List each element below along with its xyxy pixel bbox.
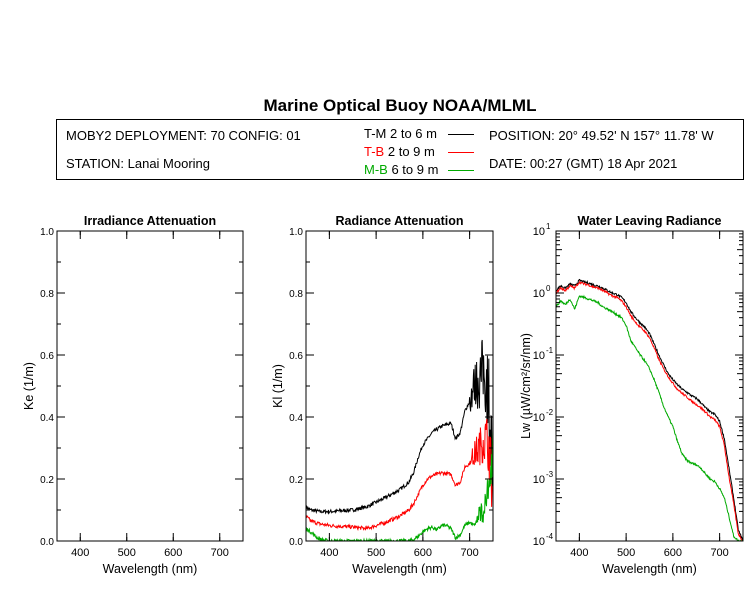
deployment-label: MOBY2 DEPLOYMENT: 70 CONFIG: 01 bbox=[66, 128, 301, 143]
legend-depth-tm: 2 to 6 m bbox=[390, 126, 437, 141]
x-tick-label: 500 bbox=[617, 547, 635, 559]
y-tick-exponent: -3 bbox=[546, 470, 554, 479]
legend-entry-tb: T-B 2 to 9 m bbox=[364, 144, 435, 159]
legend-entry-mb: M-B 6 to 9 m bbox=[364, 162, 438, 177]
date-label: DATE: 00:27 (GMT) 18 Apr 2021 bbox=[489, 156, 678, 171]
legend-entry-tm: T-M 2 to 6 m bbox=[364, 126, 437, 141]
chart-panel-1: Irradiance Attenuation 400 500 600 700 0.0 0.2… bbox=[22, 214, 244, 576]
y-tick-label: 10 bbox=[533, 474, 545, 486]
y-axis-label: Kl (1/m) bbox=[271, 364, 285, 408]
y-tick-label: 1.0 bbox=[40, 227, 54, 238]
y-tick-label: 0.0 bbox=[40, 537, 54, 548]
legend-swatch-mb bbox=[448, 170, 474, 171]
y-tick-exponent: 1 bbox=[546, 222, 551, 231]
x-axis-label: Wavelength (nm) bbox=[352, 562, 447, 576]
series-line-t-b bbox=[556, 279, 743, 541]
y-tick-exponent: -4 bbox=[546, 532, 554, 541]
x-tick-label: 700 bbox=[710, 547, 728, 559]
legend-swatch-tm bbox=[448, 134, 474, 135]
series-line-t-m bbox=[306, 339, 493, 515]
y-tick-label: 0.0 bbox=[289, 537, 303, 548]
y-tick-label: 10 bbox=[533, 226, 545, 238]
x-tick-label: 500 bbox=[367, 547, 385, 559]
legend-swatch-tb bbox=[448, 152, 474, 153]
y-tick-label: 10 bbox=[533, 350, 545, 362]
chart-frame bbox=[56, 230, 244, 542]
x-tick-label: 600 bbox=[164, 547, 182, 559]
series-line-t-b bbox=[306, 418, 493, 532]
x-axis-label: Wavelength (nm) bbox=[103, 562, 198, 576]
x-tick-label: 500 bbox=[118, 547, 136, 559]
y-tick-label: 10 bbox=[533, 288, 545, 300]
chart-frame bbox=[555, 230, 744, 542]
y-tick-label: 0.2 bbox=[289, 475, 303, 486]
y-tick-label: 10 bbox=[533, 412, 545, 424]
series-line-m-b bbox=[306, 430, 493, 541]
y-tick-label: 0.2 bbox=[40, 475, 54, 486]
legend-depth-mb: 6 to 9 m bbox=[391, 162, 439, 177]
station-label: STATION: Lanai Mooring bbox=[66, 156, 211, 171]
x-tick-label: 400 bbox=[320, 547, 338, 559]
legend-depth-tb: 2 to 9 m bbox=[387, 144, 435, 159]
series-line-m-b bbox=[556, 294, 743, 541]
x-axis-label: Wavelength (nm) bbox=[602, 562, 697, 576]
position-label: POSITION: 20° 49.52' N 157° 11.78' W bbox=[489, 128, 714, 143]
y-tick-label: 0.4 bbox=[40, 413, 54, 424]
y-axis-label: Lw (µW/cm²/sr/nm) bbox=[519, 333, 533, 439]
y-tick-label: 0.8 bbox=[289, 289, 303, 300]
chart-title: Irradiance Attenuation bbox=[84, 214, 216, 228]
info-box: MOBY2 DEPLOYMENT: 70 CONFIG: 01 STATION:… bbox=[56, 119, 744, 180]
y-tick-label: 0.6 bbox=[289, 351, 303, 362]
y-tick-label: 10 bbox=[533, 536, 545, 548]
chart-title: Radiance Attenuation bbox=[335, 214, 463, 228]
y-tick-label: 1.0 bbox=[289, 227, 303, 238]
x-tick-label: 400 bbox=[570, 547, 588, 559]
chart-title: Water Leaving Radiance bbox=[577, 214, 721, 228]
x-tick-label: 700 bbox=[460, 547, 478, 559]
y-tick-label: 0.8 bbox=[40, 289, 54, 300]
y-tick-exponent: -2 bbox=[546, 408, 554, 417]
legend-code-tm: T-M bbox=[364, 126, 387, 141]
x-tick-label: 700 bbox=[211, 547, 229, 559]
x-tick-label: 600 bbox=[414, 547, 432, 559]
y-tick-label: 0.6 bbox=[40, 351, 54, 362]
y-axis-label: Ke (1/m) bbox=[22, 362, 36, 410]
y-tick-exponent: 0 bbox=[546, 284, 551, 293]
y-tick-label: 0.4 bbox=[289, 413, 303, 424]
x-tick-label: 600 bbox=[664, 547, 682, 559]
chart-panel-2: Radiance Attenuation 400 500 600 700 0.0 0.2 0.… bbox=[271, 214, 494, 576]
series-line-t-m bbox=[556, 278, 743, 541]
y-tick-exponent: -1 bbox=[546, 346, 554, 355]
chart-frame bbox=[305, 230, 494, 542]
chart-main-title: Marine Optical Buoy NOAA/MLML bbox=[263, 96, 537, 115]
legend-code-mb: M-B bbox=[364, 162, 388, 177]
legend-code-tb: T-B bbox=[364, 144, 385, 159]
x-tick-label: 400 bbox=[71, 547, 89, 559]
